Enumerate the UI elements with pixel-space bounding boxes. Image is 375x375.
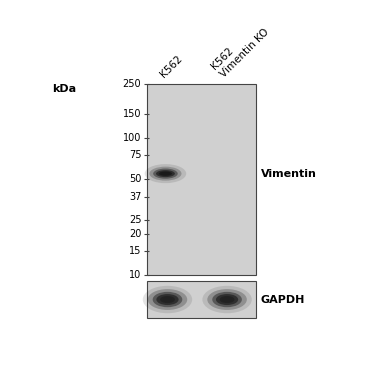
Ellipse shape (160, 296, 175, 303)
Ellipse shape (143, 286, 192, 313)
Ellipse shape (212, 292, 242, 307)
Ellipse shape (162, 172, 169, 175)
Text: 250: 250 (123, 79, 141, 89)
Text: Vimentin: Vimentin (261, 169, 316, 178)
Ellipse shape (145, 164, 186, 183)
Ellipse shape (156, 170, 175, 177)
Text: GAPDH: GAPDH (261, 294, 305, 304)
Ellipse shape (207, 289, 247, 310)
Ellipse shape (223, 297, 231, 302)
Ellipse shape (153, 292, 182, 307)
Text: 10: 10 (129, 270, 141, 279)
Ellipse shape (159, 171, 172, 176)
Text: K562: K562 (158, 54, 184, 80)
Text: 37: 37 (129, 192, 141, 202)
Text: 20: 20 (129, 228, 141, 238)
Ellipse shape (216, 294, 238, 305)
Bar (147, 84, 256, 274)
Ellipse shape (153, 168, 178, 179)
Text: 100: 100 (123, 133, 141, 143)
Text: 50: 50 (129, 174, 141, 184)
Text: K562
Vimentin KO: K562 Vimentin KO (210, 19, 270, 80)
Text: 75: 75 (129, 150, 141, 160)
Ellipse shape (202, 286, 252, 313)
Text: kDa: kDa (52, 84, 76, 94)
Text: 15: 15 (129, 246, 141, 255)
Text: 150: 150 (123, 109, 141, 119)
Ellipse shape (149, 166, 182, 181)
Text: 25: 25 (129, 215, 141, 225)
Ellipse shape (163, 297, 172, 302)
Ellipse shape (156, 294, 178, 305)
Ellipse shape (220, 296, 234, 303)
Bar (147, 281, 256, 318)
Ellipse shape (148, 289, 187, 310)
